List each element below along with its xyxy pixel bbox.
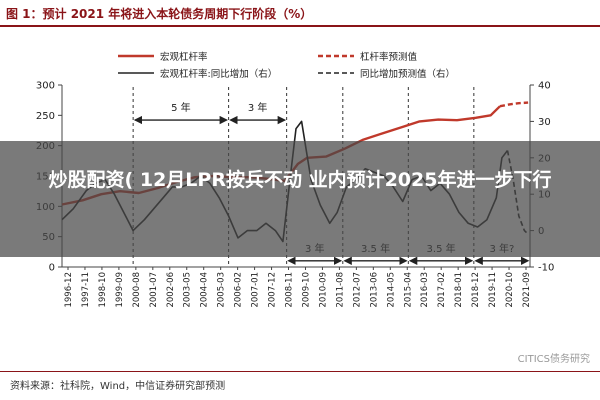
chart-title: 图 1：预计 2021 年将进入本轮债务周期下行阶段（%） — [6, 7, 313, 21]
x-tick-label: 1996-12 — [64, 272, 74, 308]
x-tick-label: 2014-05 — [386, 272, 396, 308]
left-tick-label: 300 — [36, 81, 55, 92]
x-tick-label: 2001-07 — [149, 272, 159, 308]
x-tick-label: 2005-03 — [217, 272, 227, 308]
x-tick-label: 2021-09 — [522, 272, 532, 308]
source-note: 资料来源：社科院，Wind，中信证券研究部预测 — [10, 381, 226, 392]
legend-label: 杠杆率预测值 — [360, 51, 418, 63]
title-bar: 图 1：预计 2021 年将进入本轮债务周期下行阶段（%） — [0, 0, 600, 27]
cycle-label: 3 年 — [248, 101, 268, 114]
title-rule — [0, 25, 600, 27]
x-tick-label: 2017-02 — [437, 272, 447, 308]
x-tick-label: 2013-06 — [369, 272, 379, 308]
x-tick-label: 2004-04 — [200, 272, 210, 308]
x-tick-label: 2015-04 — [403, 272, 413, 308]
x-tick-label: 2016-03 — [420, 272, 430, 308]
headline-overlay: 炒股配资( 12月LPR按兵不动 业内预计2025年进一步下行 — [0, 141, 600, 257]
left-tick-label: 0 — [49, 263, 55, 274]
footer-rule — [0, 371, 600, 372]
series-line-1 — [499, 101, 529, 108]
x-tick-label: 2018-12 — [471, 272, 481, 308]
x-tick-label: 2007-01 — [251, 272, 261, 308]
x-tick-label: 2012-07 — [352, 272, 362, 308]
x-tick-label: 2006-02 — [234, 272, 244, 308]
x-tick-label: 2008-11 — [285, 272, 295, 308]
x-tick-label: 2009-10 — [301, 272, 311, 308]
cycle-label: 5 年 — [171, 101, 191, 114]
left-tick-label: 250 — [36, 111, 55, 122]
legend-label: 宏观杠杆率 — [160, 51, 208, 63]
x-tick-label: 2010-09 — [318, 272, 328, 308]
x-tick-label: 2020-10 — [505, 272, 515, 308]
x-tick-label: 2003-05 — [183, 272, 193, 308]
x-tick-label: 2018-01 — [454, 272, 464, 308]
headline-text: 炒股配资( 12月LPR按兵不动 业内预计2025年进一步下行 — [48, 169, 552, 191]
x-tick-label: 1998-10 — [98, 272, 108, 308]
watermark: CITICS债务研究 — [517, 354, 590, 365]
legend-label: 同比增加预测值（右） — [360, 68, 455, 80]
x-tick-label: 2011-08 — [335, 272, 345, 308]
right-tick-label: 40 — [538, 81, 551, 92]
right-tick-label: 30 — [538, 117, 551, 128]
x-tick-label: 2007-12 — [268, 272, 278, 308]
legend-label: 宏观杠杆率:同比增加（右） — [160, 68, 277, 80]
x-tick-label: 2002-06 — [166, 272, 176, 308]
x-tick-label: 2000-08 — [132, 272, 142, 308]
x-tick-label: 1999-09 — [115, 272, 125, 308]
right-tick-label: -10 — [538, 263, 554, 274]
x-tick-label: 1997-11 — [81, 272, 91, 308]
x-tick-label: 2019-11 — [488, 272, 498, 308]
